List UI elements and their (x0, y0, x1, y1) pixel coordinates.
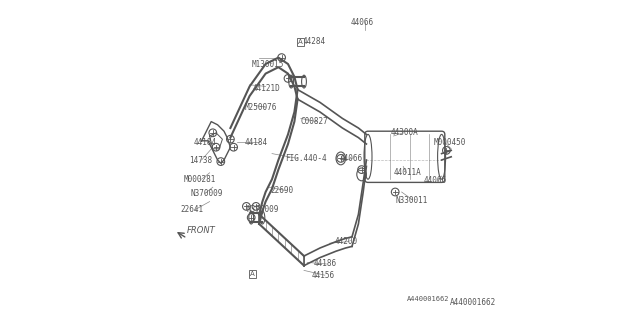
Text: 44184: 44184 (245, 138, 268, 147)
Text: M250076: M250076 (245, 103, 277, 112)
Text: N370009: N370009 (191, 189, 223, 198)
Text: 44284: 44284 (302, 37, 326, 46)
Text: A440001662: A440001662 (407, 296, 450, 302)
Text: 44066: 44066 (351, 18, 374, 27)
Text: 44300A: 44300A (390, 128, 418, 137)
Text: 44011A: 44011A (394, 168, 421, 177)
Text: A: A (298, 39, 303, 44)
Text: M130015: M130015 (251, 60, 284, 68)
Text: 44156: 44156 (312, 271, 335, 280)
Text: 44200: 44200 (334, 237, 358, 246)
FancyBboxPatch shape (365, 131, 445, 182)
Text: 44121D: 44121D (253, 84, 280, 92)
Text: M000281: M000281 (184, 175, 216, 184)
Text: 44186: 44186 (314, 260, 337, 268)
Text: 44066: 44066 (424, 176, 447, 185)
Text: 44066: 44066 (339, 154, 362, 163)
Text: FRONT: FRONT (187, 226, 216, 235)
Text: N370009: N370009 (246, 205, 279, 214)
Text: FIG.440-4: FIG.440-4 (285, 154, 326, 163)
Text: 44184: 44184 (193, 138, 217, 147)
Text: C00827: C00827 (301, 117, 328, 126)
Text: A440001662: A440001662 (450, 298, 496, 307)
Text: 22641: 22641 (181, 205, 204, 214)
Text: A: A (250, 271, 255, 276)
Text: 14738: 14738 (189, 156, 212, 164)
Text: N330011: N330011 (396, 196, 428, 204)
Text: 22690: 22690 (270, 186, 294, 195)
Text: M000450: M000450 (434, 138, 466, 147)
